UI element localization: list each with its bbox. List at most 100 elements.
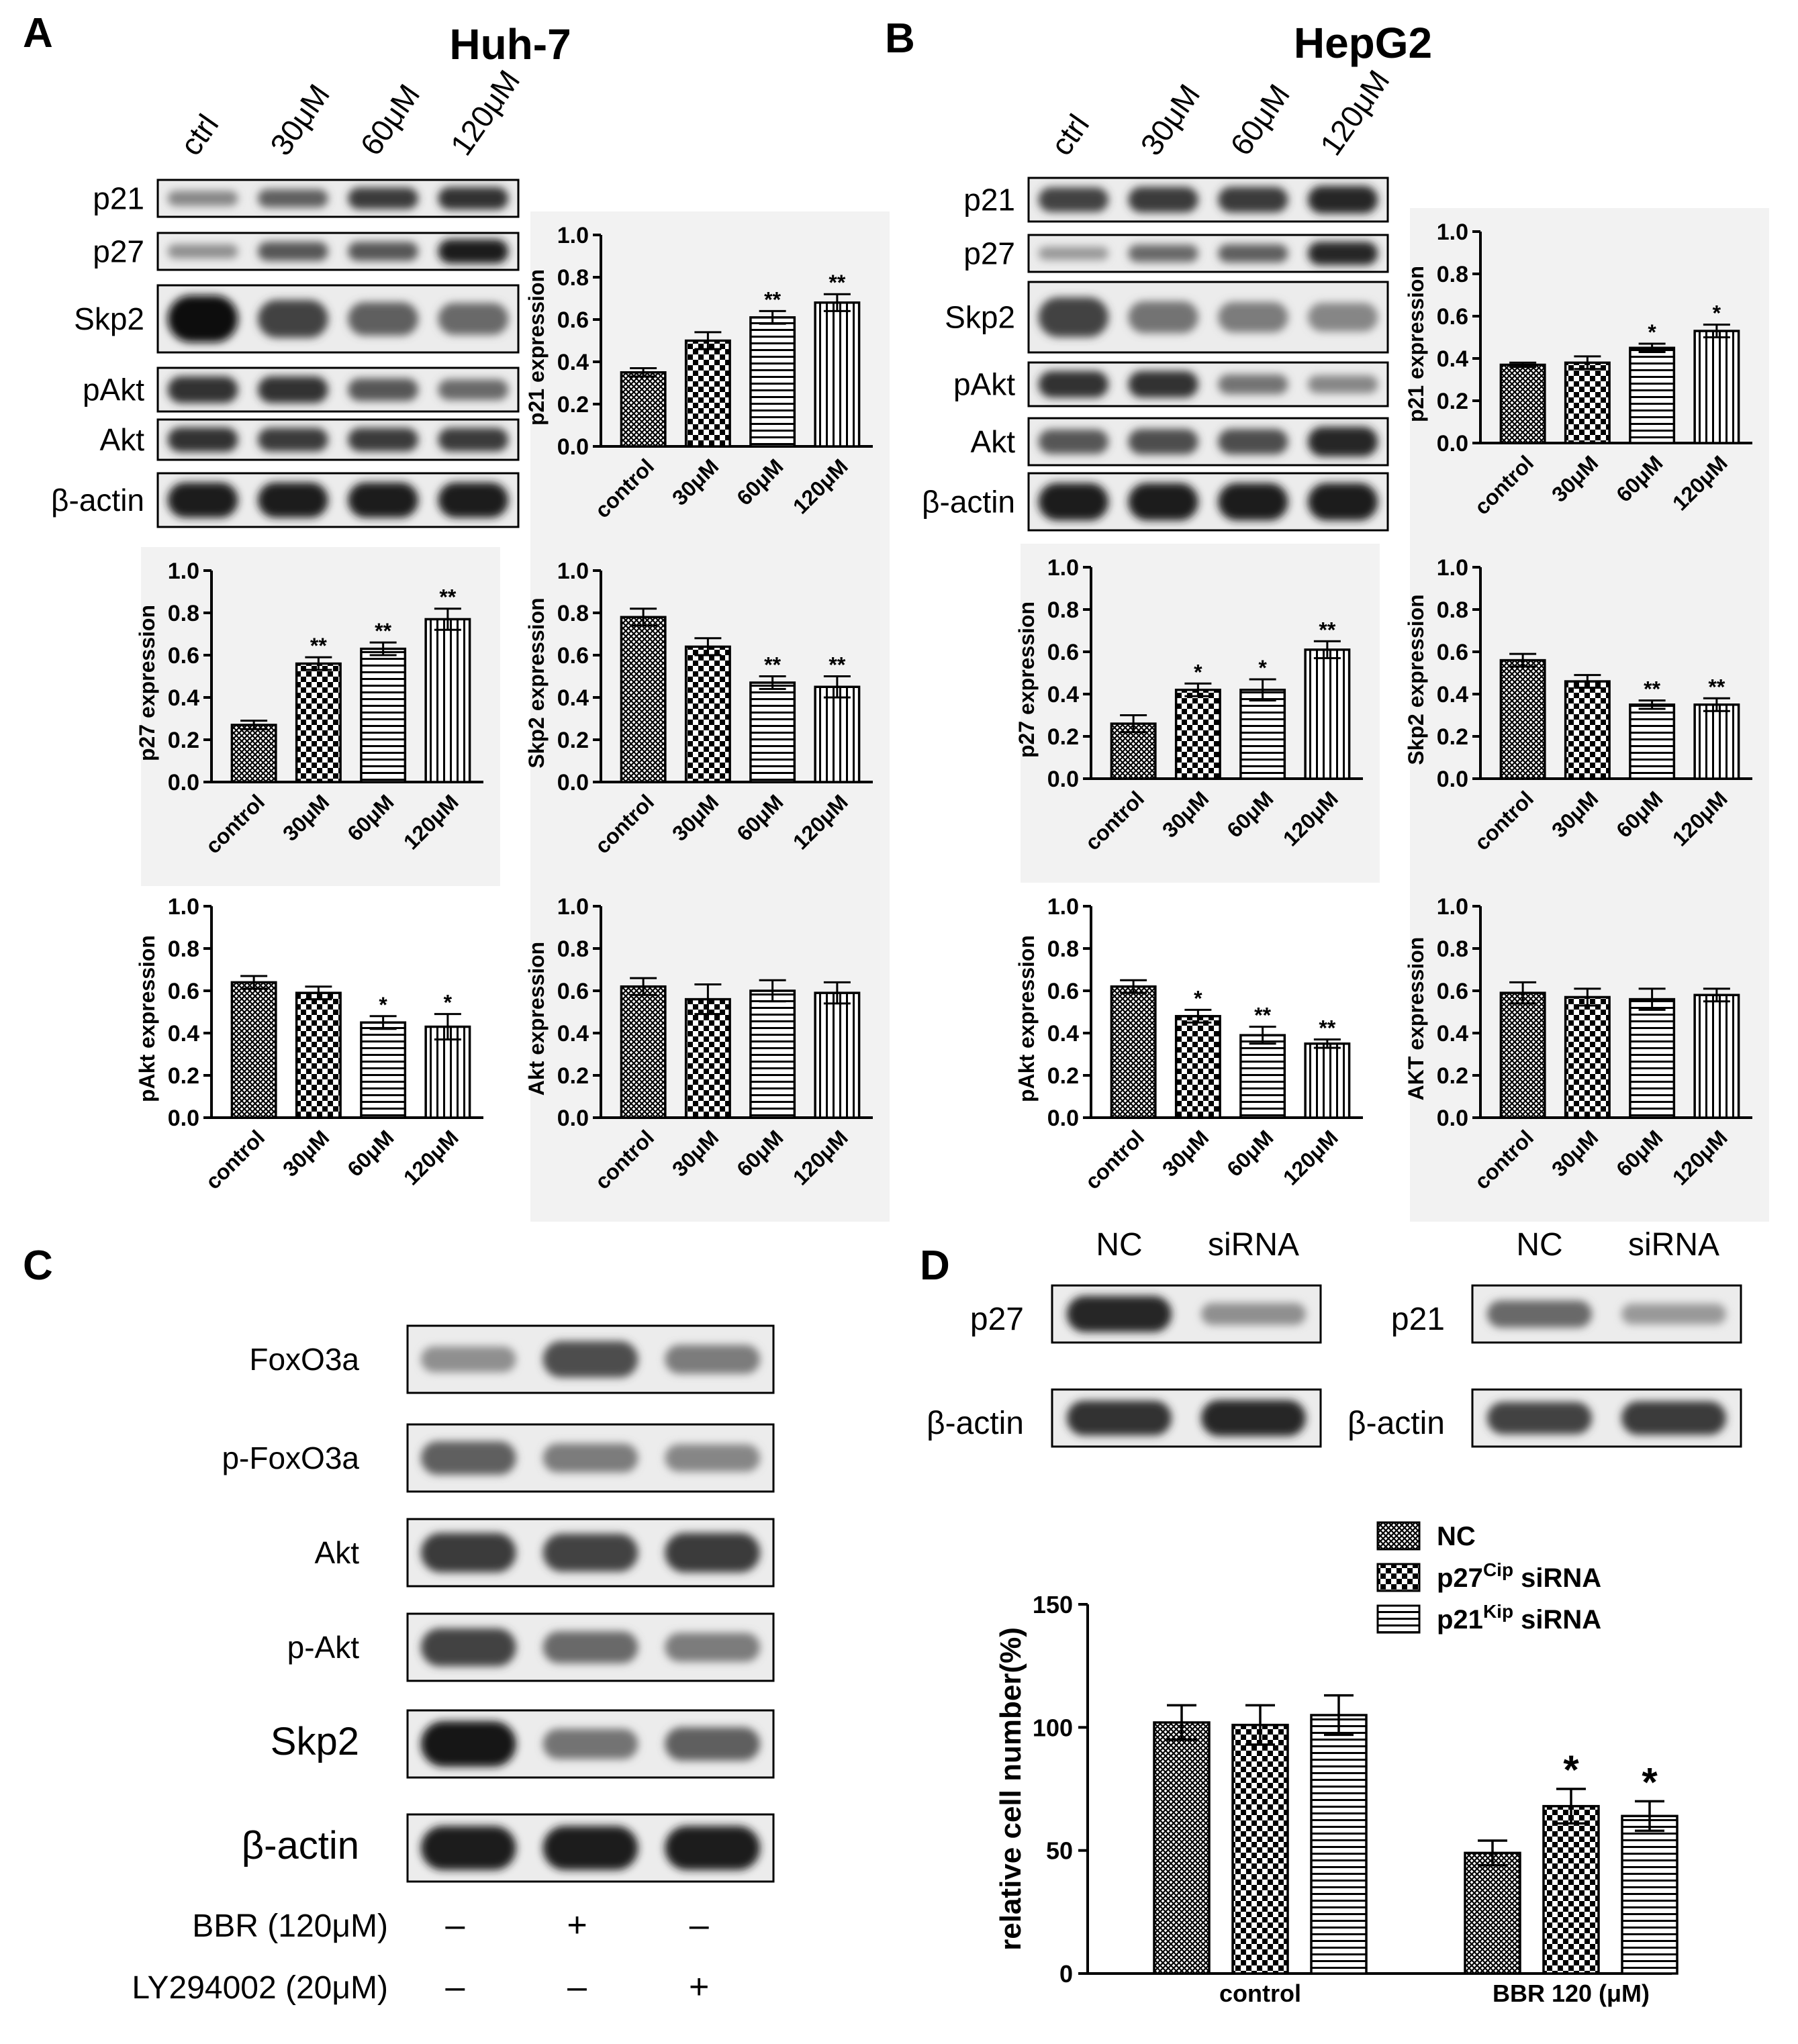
blot-label-d: β-actin xyxy=(1347,1406,1445,1441)
legend-superscript: Kip xyxy=(1483,1601,1513,1622)
panel-a-row1-band xyxy=(438,239,509,264)
y-tick-label: 0.6 xyxy=(1047,640,1079,665)
y-tick-label: 0.8 xyxy=(557,601,589,626)
panel-letter-c: C xyxy=(23,1243,53,1289)
panel-b-row0-band xyxy=(1038,187,1109,212)
y-tick-label: 1.0 xyxy=(1437,894,1468,920)
y-tick-label: 0.2 xyxy=(1437,389,1468,414)
bar xyxy=(1499,659,1546,780)
lane-label-b: 120μM xyxy=(1313,64,1397,162)
significance-mark: * xyxy=(1194,986,1202,1010)
panel-a-row5-band xyxy=(167,482,238,518)
y-axis-label: Skp2 expression xyxy=(524,597,549,768)
panel-a-row4-band xyxy=(348,428,418,452)
y-tick-label: 50 xyxy=(1046,1837,1073,1865)
legend-suffix: siRNA xyxy=(1513,1605,1601,1635)
x-tick-label: 120μM xyxy=(399,1125,463,1189)
blot-label-a: p27 xyxy=(93,234,144,269)
x-tick-label: 60μM xyxy=(342,1125,398,1181)
treatment-label: LY294002 (20μM) xyxy=(132,1970,388,2006)
x-tick-label: control xyxy=(1080,1125,1149,1194)
significance-mark: ** xyxy=(375,619,391,643)
panel-b-row2-band xyxy=(1128,301,1198,334)
lane-label-d: NC xyxy=(1516,1227,1562,1263)
bar xyxy=(1239,688,1286,780)
panel-b-row3-blot xyxy=(1027,361,1389,407)
panel-c-row3-band xyxy=(420,1628,516,1667)
y-axis-label: p27 expression xyxy=(135,605,159,761)
y-tick-label: 0.0 xyxy=(557,434,589,460)
panel-a-row1-blot xyxy=(156,232,520,271)
x-category-label: BBR 120 (μM) xyxy=(1493,1980,1650,2007)
blot-label-b: p27 xyxy=(963,236,1015,271)
lane-label-a: 30μM xyxy=(263,78,336,162)
bar xyxy=(814,685,861,783)
y-tick-label: 0.0 xyxy=(557,1106,589,1131)
bar-nc xyxy=(1464,1851,1521,1975)
panel-a-row4-band xyxy=(258,428,328,452)
legend-swatch-p27 xyxy=(1376,1563,1421,1592)
bar-nc xyxy=(1153,1721,1211,1975)
legend-label: NC xyxy=(1437,1522,1476,1551)
blot-label-d: β-actin xyxy=(927,1406,1024,1441)
panel-a-row1-band xyxy=(348,242,418,261)
y-tick-label: 100 xyxy=(1033,1714,1073,1741)
bar xyxy=(424,618,471,783)
treatment-sign: + xyxy=(689,1967,709,2006)
panel-d-right-row0-blot xyxy=(1471,1284,1742,1344)
y-tick-label: 0.4 xyxy=(1047,1021,1079,1047)
y-tick-label: 0.2 xyxy=(557,392,589,418)
y-tick-label: 0.0 xyxy=(1047,1106,1079,1131)
blot-label-b: p21 xyxy=(963,183,1015,217)
panel-b-row5-band xyxy=(1307,483,1378,521)
panel-letter-d: D xyxy=(920,1243,950,1289)
y-tick-label: 1.0 xyxy=(168,558,199,584)
legend-series-name: p21 xyxy=(1437,1605,1483,1635)
blot-label-c: p-FoxO3a xyxy=(222,1441,359,1475)
blot-label-c: Akt xyxy=(315,1535,360,1570)
y-tick-label: 1.0 xyxy=(1047,555,1079,581)
panel-a-row4-band xyxy=(167,427,238,452)
bar xyxy=(1693,993,1740,1119)
panel-b-row4-band xyxy=(1128,429,1198,454)
lane-label-b: 30μM xyxy=(1133,78,1206,162)
panel-c-row2-band xyxy=(420,1532,516,1573)
treatment-sign: – xyxy=(445,1906,465,1945)
y-tick-label: 0.4 xyxy=(1437,1021,1468,1047)
significance-mark: * xyxy=(1258,656,1267,680)
y-tick-label: 0.8 xyxy=(168,601,199,626)
y-tick-label: 0.2 xyxy=(557,1063,589,1089)
bar xyxy=(230,724,277,783)
panel-a-row1-band xyxy=(167,244,238,259)
panel-a-row2-band xyxy=(258,299,328,338)
panel-b-row5-band xyxy=(1038,483,1109,521)
blot-label-a: pAkt xyxy=(83,373,144,407)
bar xyxy=(1304,1042,1351,1119)
bar xyxy=(620,371,667,448)
panel-b-row5-band xyxy=(1128,483,1198,521)
significance-mark: ** xyxy=(764,653,781,677)
panel-b-row2-band xyxy=(1218,301,1288,333)
panel-c-row5-band xyxy=(420,1826,516,1870)
panel-d-left-row0-blot xyxy=(1051,1284,1322,1344)
panel-d-left-row0-band xyxy=(1201,1303,1306,1325)
panel-a-row3-band xyxy=(348,378,418,401)
y-tick-label: 0.0 xyxy=(557,770,589,795)
bar xyxy=(814,991,861,1119)
significance-mark: * xyxy=(444,991,453,1015)
y-tick-label: 1.0 xyxy=(1047,894,1079,920)
y-tick-label: 0 xyxy=(1059,1960,1073,1988)
treatment-sign: – xyxy=(690,1906,709,1945)
panel-d-left-row0-band xyxy=(1067,1296,1172,1332)
blot-label-c: p-Akt xyxy=(287,1630,360,1665)
blot-label-b: pAkt xyxy=(953,367,1015,402)
panel-d-left-row1-blot xyxy=(1051,1388,1322,1448)
x-tick-label: 30μM xyxy=(1157,1125,1213,1181)
panel-c-row2-blot xyxy=(406,1518,775,1588)
bar xyxy=(684,339,731,448)
y-tick-label: 1.0 xyxy=(1437,555,1468,581)
huh7-title: Huh-7 xyxy=(449,20,571,68)
